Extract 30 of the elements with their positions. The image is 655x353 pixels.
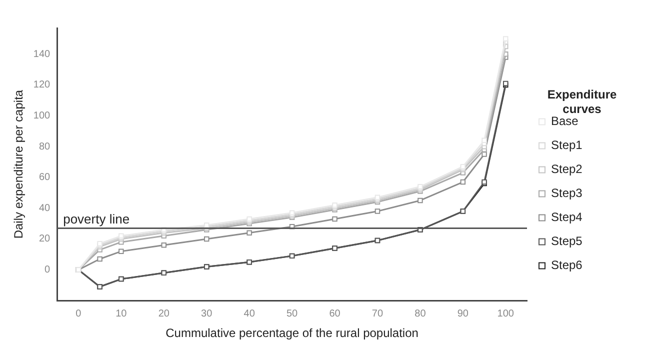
y-tick-label: 80	[38, 141, 51, 152]
y-tick-label: 120	[33, 80, 51, 91]
x-tick-label: 80	[414, 308, 426, 320]
legend-label: Step4	[551, 210, 583, 224]
x-tick-label: 10	[116, 308, 128, 320]
legend-label: Step1	[551, 138, 583, 152]
x-tick-label: 100	[497, 308, 514, 320]
y-axis-title: Daily expenditure per capita	[12, 90, 26, 239]
legend-title: Expenditure curves	[547, 88, 617, 116]
y-tick-label: 140	[33, 48, 51, 60]
x-tick-label: 50	[286, 308, 298, 320]
x-axis-title: Cummulative percentage of the rural population	[166, 326, 418, 340]
legend-label: Base	[551, 114, 579, 128]
x-tick-label: 90	[457, 308, 469, 320]
x-tick-label: 70	[372, 308, 384, 320]
x-tick-label: 20	[158, 308, 170, 320]
y-tick-label: 60	[38, 172, 51, 184]
y-tick-label: 0	[44, 264, 51, 276]
x-tick-label: 0	[76, 308, 82, 320]
ref-line-label: poverty line	[63, 211, 130, 226]
x-tick-label: 40	[244, 308, 256, 320]
legend-label: Step2	[551, 162, 583, 176]
y-tick-label: 100	[33, 110, 51, 122]
x-tick-label: 30	[201, 308, 213, 320]
x-tick-label: 60	[329, 308, 341, 320]
legend-label: Step5	[551, 234, 583, 248]
legend-label: Step3	[551, 186, 583, 200]
y-tick-label: 40	[38, 202, 51, 214]
legend-label: Step6	[551, 258, 583, 272]
y-tick-label: 20	[38, 234, 51, 245]
